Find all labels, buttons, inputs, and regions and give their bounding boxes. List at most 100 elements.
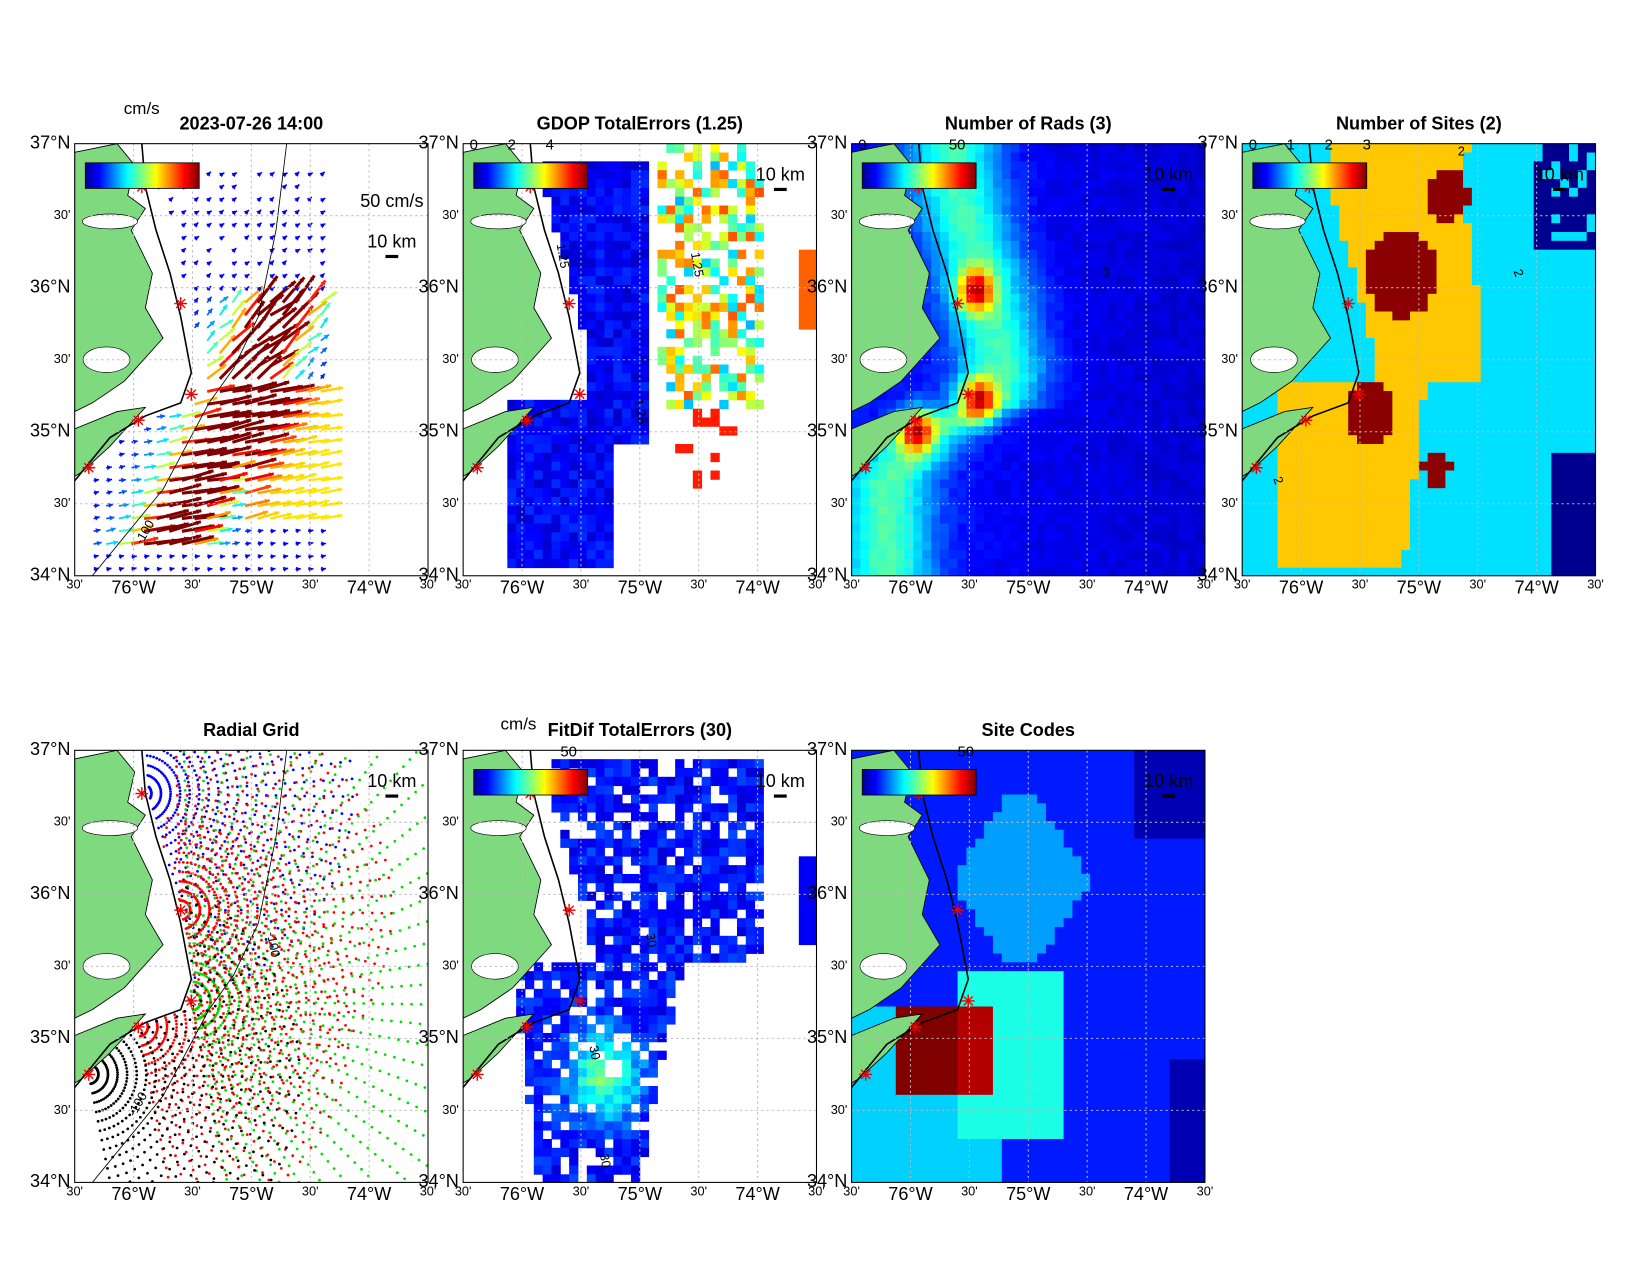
map-cell: [1383, 479, 1393, 489]
map-cell: [1357, 426, 1367, 436]
map-cell: [1463, 302, 1473, 312]
map-cell: [1045, 532, 1056, 542]
map-cell: [586, 514, 597, 524]
map-cell: [1196, 346, 1205, 357]
map-cell: [639, 355, 650, 365]
map-cell: [1330, 391, 1340, 401]
map-cell: [701, 382, 711, 392]
map-cell: [1383, 488, 1393, 498]
map-cell: [604, 329, 614, 339]
map-cell: [869, 399, 879, 410]
map-cell: [939, 364, 950, 374]
map-cell: [507, 444, 517, 454]
map-cell: [904, 532, 914, 542]
map-cell: [728, 311, 738, 321]
map-cell: [1143, 391, 1153, 401]
map-cell: [1418, 196, 1429, 206]
map-cell: [1357, 408, 1367, 418]
map-cell: [1054, 285, 1065, 295]
map-cell: [878, 408, 888, 418]
map-cell: [1151, 408, 1162, 418]
vector-head: [234, 484, 240, 490]
map-cell: [1143, 505, 1153, 516]
map-cell: [1072, 391, 1082, 401]
map-cell: [1286, 558, 1296, 569]
map-cell: [1134, 161, 1144, 171]
map-cell: [1160, 364, 1171, 374]
map-cell: [1463, 293, 1473, 304]
map-cell: [966, 399, 976, 410]
map-cell: [1463, 187, 1473, 198]
map-cell: [595, 355, 605, 365]
map-cell: [895, 497, 906, 507]
map-cell: [1410, 170, 1420, 180]
map-cell: [1401, 285, 1411, 295]
map-cell: [913, 232, 923, 242]
map-cell: [1081, 329, 1091, 339]
map-cell: [1010, 479, 1020, 489]
vector-head: [193, 236, 200, 241]
map-cell: [1010, 249, 1020, 259]
map-cell: [957, 532, 967, 542]
map-cell: [586, 417, 597, 427]
map-cell: [1304, 223, 1314, 233]
map-cell: [1427, 311, 1437, 321]
map-cell: [1410, 258, 1420, 268]
map-cell: [569, 488, 579, 498]
map-cell: [1187, 373, 1197, 383]
map-cell: [622, 161, 632, 171]
current-vector: [232, 419, 265, 432]
map-cell: [1445, 426, 1455, 436]
map-cell: [1107, 373, 1118, 383]
map-cell: [1143, 249, 1153, 259]
map-cell: [957, 558, 967, 569]
map-cell: [551, 426, 561, 436]
map-cell: [1072, 293, 1082, 304]
map-cell: [1196, 302, 1205, 312]
map-cell: [1374, 417, 1384, 427]
map-cell: [1151, 417, 1162, 427]
map-cell: [1196, 373, 1205, 383]
map-cell: [1242, 408, 1252, 418]
lon-tick-label: 75°W: [618, 577, 662, 597]
vector-head: [299, 461, 305, 467]
map-cell: [1151, 567, 1162, 576]
map-cell: [604, 311, 614, 321]
map-cell: [1151, 479, 1162, 489]
map-cell: [1365, 338, 1376, 348]
vector-head: [320, 566, 326, 572]
map-cell: [1454, 179, 1464, 189]
map-cell: [1151, 550, 1162, 560]
map-cell: [1259, 558, 1270, 569]
map-cell: [1045, 567, 1056, 576]
map-cell: [1125, 497, 1135, 507]
current-vector: [206, 420, 240, 432]
map-cell: [922, 479, 932, 489]
map-cell: [1357, 444, 1367, 454]
map-cell: [1151, 329, 1162, 339]
map-cell: [639, 364, 650, 374]
map-cell: [1463, 196, 1473, 206]
map-cell: [1010, 435, 1020, 445]
map-cell: [1081, 187, 1091, 198]
vector-head: [106, 465, 112, 471]
map-cell: [904, 152, 914, 162]
map-cell: [560, 452, 570, 463]
map-cell: [1383, 391, 1393, 401]
map-cell: [675, 258, 685, 268]
map-cell: [1178, 187, 1188, 198]
map-cell: [1445, 461, 1455, 471]
map-cell: [904, 514, 914, 524]
map-cell: [913, 567, 923, 576]
map-cell: [1339, 214, 1349, 224]
vector-head: [268, 472, 274, 478]
map-cell: [1348, 285, 1358, 295]
current-vector: [206, 460, 240, 470]
map-cell: [1365, 346, 1376, 357]
map-cell: [1169, 523, 1179, 533]
map-cell: [1090, 223, 1100, 233]
map-cell: [1295, 479, 1305, 489]
map-cell: [507, 541, 517, 551]
map-cell: [1401, 267, 1411, 277]
map-cell: [1357, 293, 1367, 304]
